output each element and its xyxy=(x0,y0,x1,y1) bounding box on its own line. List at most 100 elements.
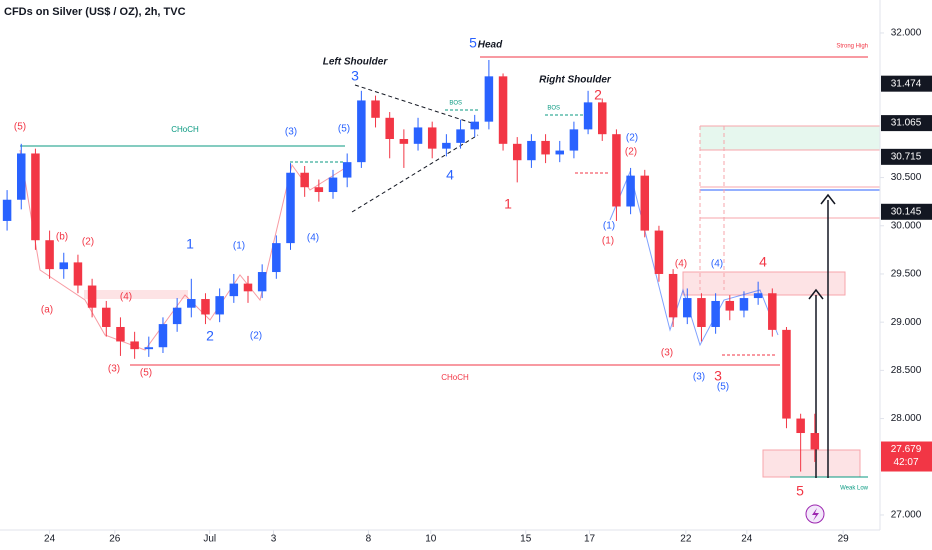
candle-body xyxy=(102,307,111,327)
annotation: BOS xyxy=(547,106,560,112)
x-tick-label: 24 xyxy=(741,534,753,545)
triangle-line xyxy=(354,84,479,126)
annotation: 3 xyxy=(351,68,359,84)
price-label-bg xyxy=(881,148,932,165)
wave-path xyxy=(19,149,351,351)
annotation: (2) xyxy=(82,237,94,248)
annotation: (5) xyxy=(338,124,350,135)
y-tick-label: 30.000 xyxy=(891,220,922,231)
x-tick-label: 10 xyxy=(425,534,437,545)
annotation: (5) xyxy=(140,368,152,379)
annotation: (4) xyxy=(711,259,723,270)
event-bolt xyxy=(812,508,819,521)
candle-body xyxy=(697,298,706,327)
annotation: (1) xyxy=(602,236,614,247)
x-tick-label: 17 xyxy=(584,534,596,545)
price-label: 31.474 xyxy=(891,78,922,89)
candle-body xyxy=(385,117,394,140)
candle-body xyxy=(243,283,253,292)
candle-body xyxy=(399,139,409,144)
x-tick-label: 15 xyxy=(520,534,532,545)
candle-body xyxy=(626,175,635,207)
annotation: (5) xyxy=(717,382,729,393)
candle-body xyxy=(328,177,338,193)
annotation: Left Shoulder xyxy=(323,57,389,68)
annotation: BOS xyxy=(449,101,462,107)
candle-body xyxy=(229,283,239,297)
small-zone xyxy=(84,290,188,299)
annotation: (1) xyxy=(603,221,615,232)
candle-body xyxy=(810,433,820,450)
annotation: (a) xyxy=(41,305,53,316)
chart-title: CFDs on Silver (US$ / OZ), 2h, TVC xyxy=(4,6,186,18)
candle-body xyxy=(796,418,805,434)
x-tick-label: 22 xyxy=(680,534,692,545)
annotation: 4 xyxy=(446,167,454,183)
annotation: 3 xyxy=(714,368,722,384)
arrow-head xyxy=(808,288,824,300)
y-tick-label: 28.500 xyxy=(891,365,922,376)
candle-body xyxy=(73,262,83,286)
candle-body xyxy=(215,296,224,315)
candle-body xyxy=(187,299,196,308)
annotation: (4) xyxy=(120,292,132,303)
candle-body xyxy=(31,153,40,241)
annotation: (2) xyxy=(250,331,262,342)
annotation: Right Shoulder xyxy=(539,75,612,86)
candle-body xyxy=(683,298,692,318)
candle-body xyxy=(201,299,210,315)
candle-body xyxy=(2,199,12,221)
candle-body xyxy=(413,127,423,144)
annotation: (3) xyxy=(693,372,705,383)
candle-body xyxy=(555,150,564,155)
annotation: (1) xyxy=(233,241,245,252)
price-label-bg xyxy=(881,75,932,92)
annotation: Head xyxy=(478,40,503,51)
candle-body xyxy=(739,298,749,311)
annotation: 5 xyxy=(469,35,477,51)
candle-body xyxy=(456,129,465,143)
countdown: 42:07 xyxy=(893,457,918,468)
annotation: CHoCH xyxy=(441,373,469,382)
x-tick-label: 26 xyxy=(109,534,121,545)
annotation: (4) xyxy=(675,259,687,270)
candle-body xyxy=(598,102,607,135)
candle-body xyxy=(116,326,125,342)
annotation: 2 xyxy=(594,87,602,103)
annotation: (3) xyxy=(108,364,120,375)
annotation: Strong High xyxy=(836,44,868,50)
annotation: 1 xyxy=(504,196,512,212)
price-label: 30.715 xyxy=(891,151,922,162)
candle-body xyxy=(272,243,281,273)
annotation: (5) xyxy=(14,122,26,133)
y-tick-label: 28.000 xyxy=(891,413,922,424)
supply-zone xyxy=(700,126,880,150)
candle-body xyxy=(512,143,522,161)
candle-body xyxy=(357,100,366,163)
candle-body xyxy=(427,127,437,149)
annotation: (2) xyxy=(625,147,637,158)
annotation: 5 xyxy=(796,483,804,499)
candle-body xyxy=(753,293,763,299)
annotation: Weak Low xyxy=(840,486,869,492)
candle-body xyxy=(442,142,451,149)
annotation: 2 xyxy=(206,328,214,344)
arrow-head xyxy=(820,193,836,205)
price-label-bg xyxy=(881,115,932,132)
annotation: 1 xyxy=(186,236,194,252)
y-tick-label: 29.000 xyxy=(891,317,922,328)
candle-body xyxy=(640,175,650,231)
candle-body xyxy=(300,172,309,188)
candle-body xyxy=(45,240,54,270)
candle-body xyxy=(371,100,380,118)
candle-body xyxy=(725,300,735,311)
x-tick-label: 8 xyxy=(366,534,372,545)
price-label: 31.065 xyxy=(891,118,922,129)
price-label: 27.679 xyxy=(891,444,922,455)
candle-body xyxy=(541,140,550,155)
candle-body xyxy=(342,162,352,178)
candle-body xyxy=(612,134,621,207)
support-zone xyxy=(762,449,861,478)
y-tick-label: 27.000 xyxy=(891,510,922,521)
